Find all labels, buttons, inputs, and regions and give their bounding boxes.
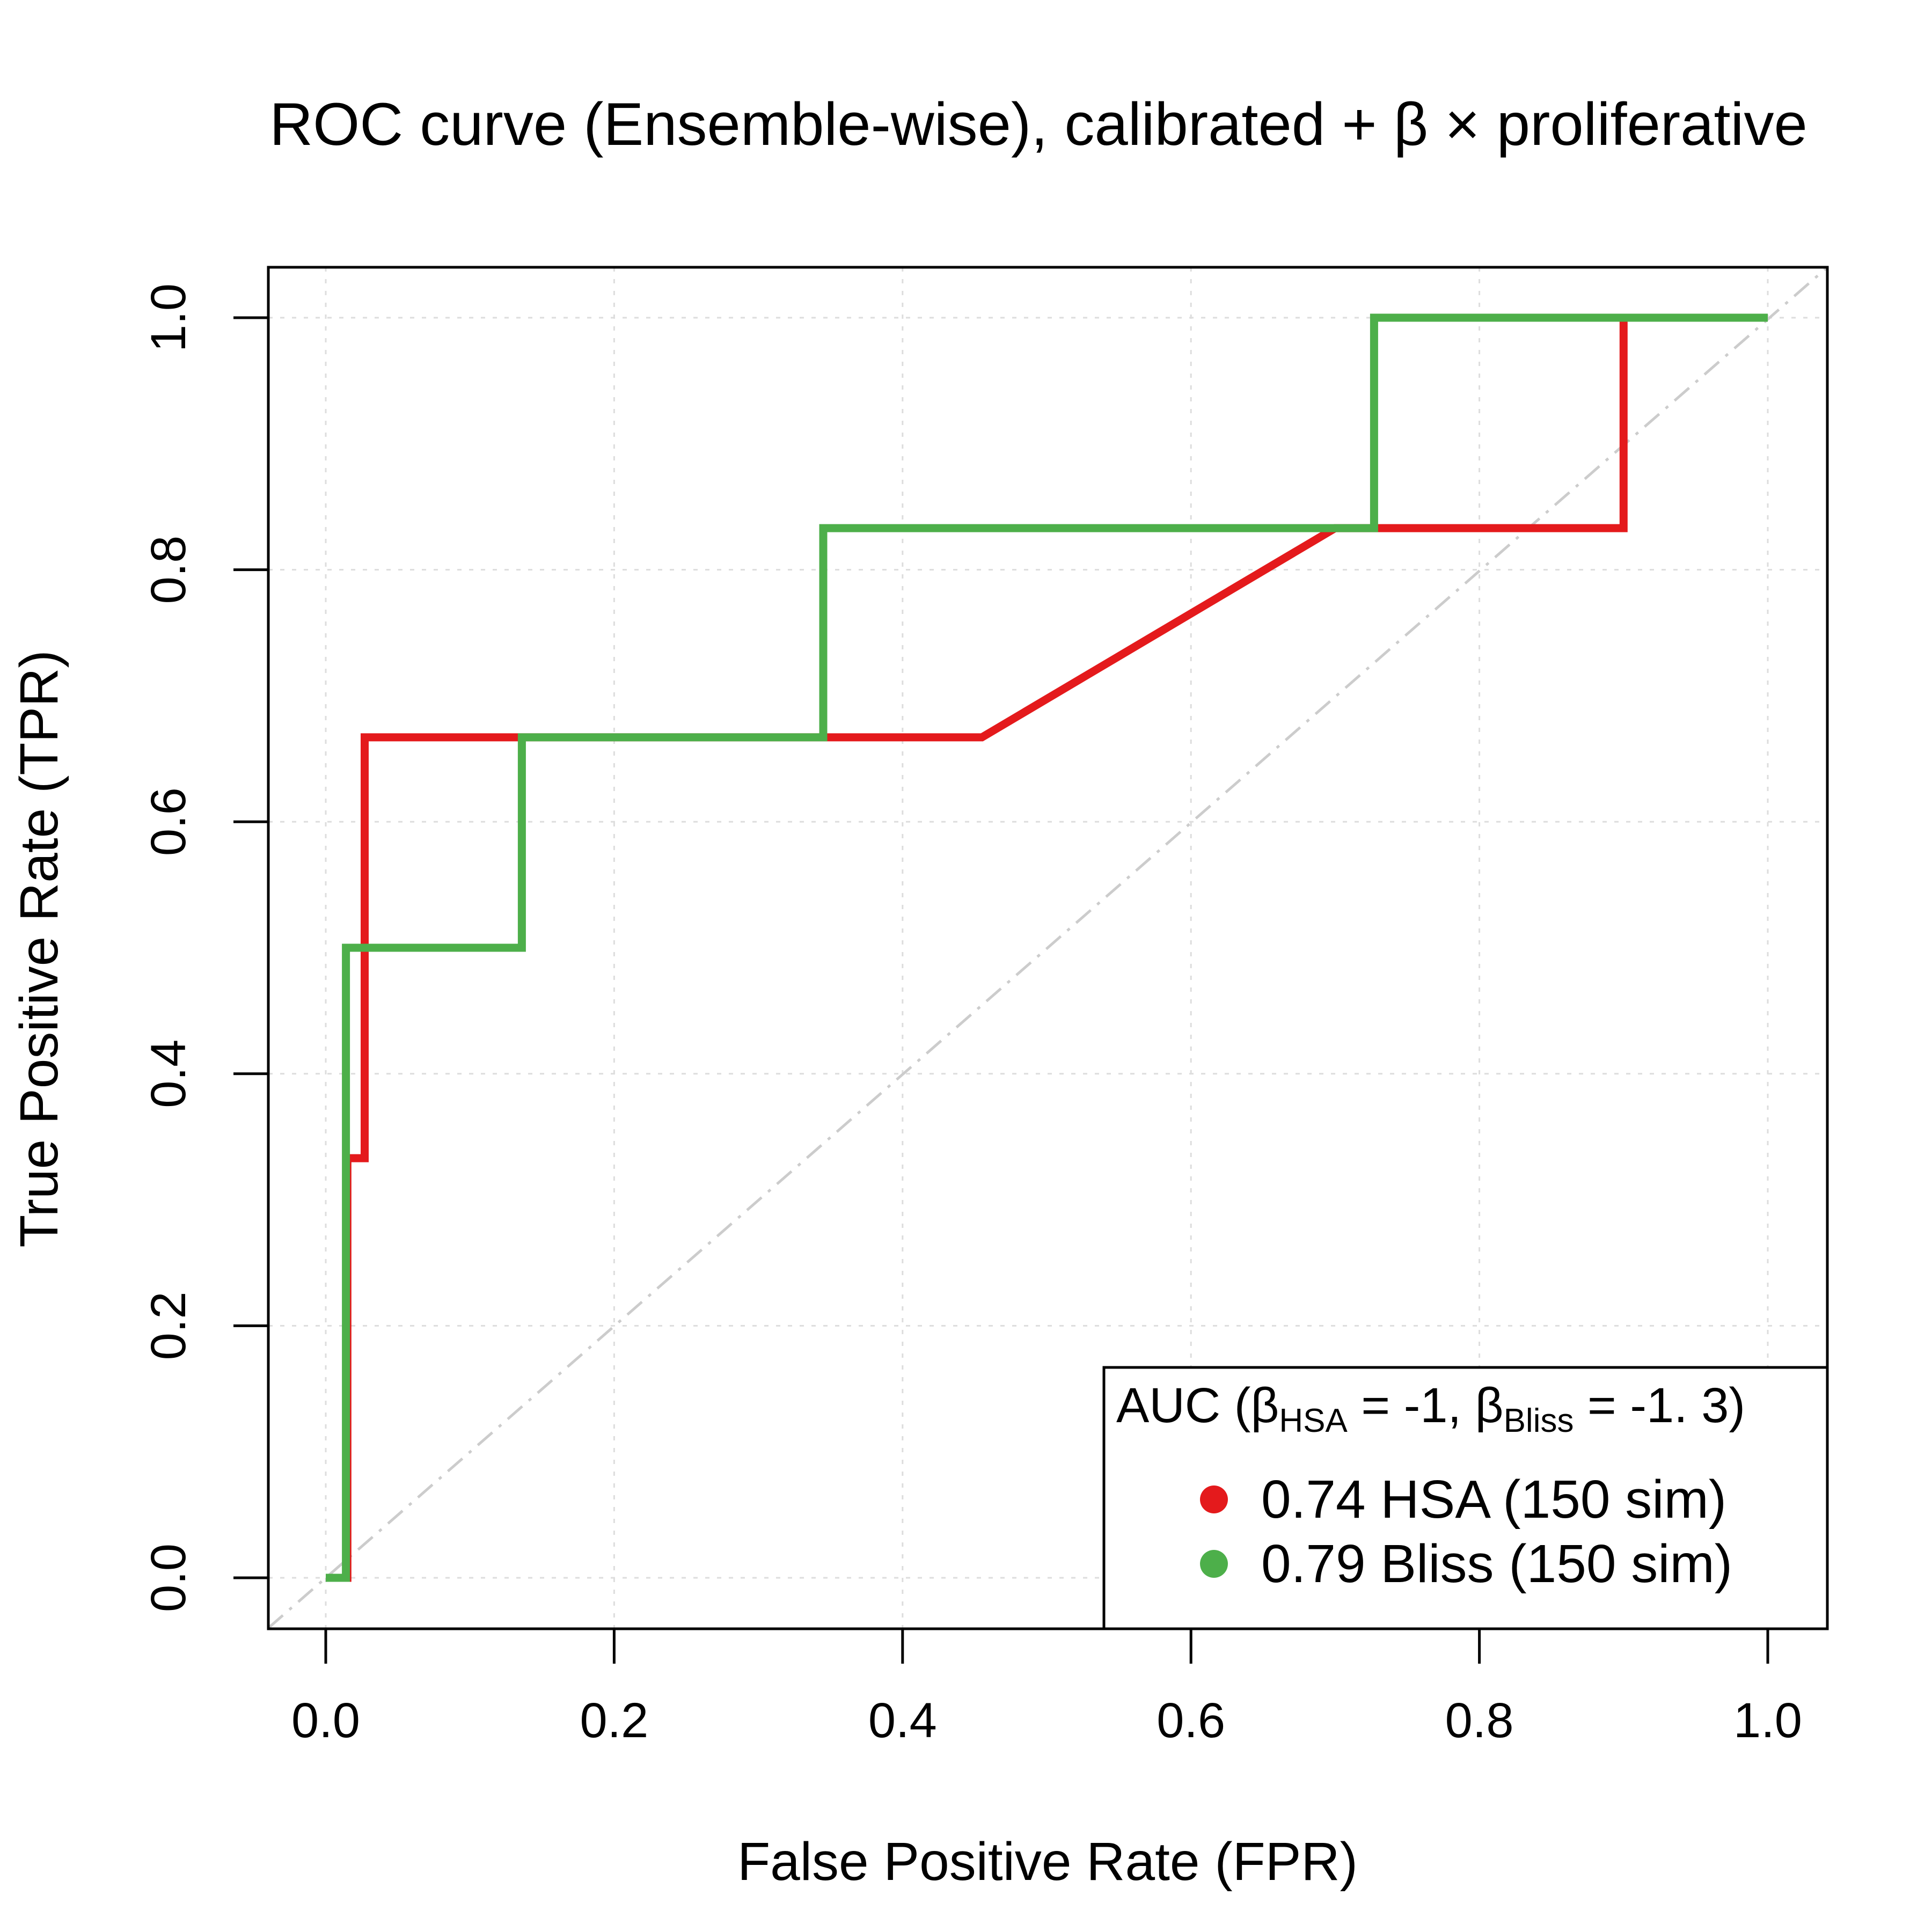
x-axis-label: False Positive Rate (FPR)	[737, 1832, 1358, 1892]
x-tick-label: 1.0	[1733, 1693, 1802, 1748]
y-tick-label: 0.2	[141, 1291, 196, 1360]
series-line-bliss	[326, 313, 1768, 1582]
y-tick-label: 0.0	[141, 1543, 196, 1612]
legend: AUC (βHSA = -1, βBliss = -1. 3) 0.74 HSA…	[1102, 1366, 1829, 1630]
y-tick-label: 1.0	[141, 283, 196, 352]
y-axis-ticks: 0.0 0.2 0.4 0.6 0.8 1.0	[141, 283, 268, 1612]
y-axis-label: True Positive Rate (TPR)	[9, 650, 69, 1247]
y-tick-label: 0.8	[141, 536, 196, 604]
legend-item-hsa: 0.74 HSA (150 sim)	[1200, 1469, 1726, 1529]
y-tick-label: 0.4	[141, 1040, 196, 1108]
y-tick-label: 0.6	[141, 787, 196, 856]
x-tick-label: 0.8	[1445, 1693, 1514, 1748]
legend-item-bliss: 0.79 Bliss (150 sim)	[1200, 1534, 1732, 1594]
x-tick-label: 0.4	[868, 1693, 937, 1748]
reference-diagonal	[267, 266, 1828, 1629]
series-lines	[326, 313, 1768, 1582]
legend-marker-hsa	[1200, 1485, 1228, 1513]
x-tick-label: 0.0	[291, 1693, 360, 1748]
x-tick-label: 0.2	[580, 1693, 648, 1748]
chart-title: ROC curve (Ensemble-wise), calibrated + …	[269, 91, 1807, 158]
plot-frame	[267, 266, 1829, 1630]
x-tick-label: 0.6	[1157, 1693, 1225, 1748]
legend-marker-bliss	[1200, 1550, 1228, 1578]
legend-label-hsa: 0.74 HSA (150 sim)	[1261, 1469, 1726, 1529]
legend-title: AUC (βHSA = -1, βBliss = -1. 3)	[1116, 1378, 1745, 1439]
x-axis-ticks: 0.0 0.2 0.4 0.6 0.8 1.0	[291, 1629, 1802, 1748]
legend-label-bliss: 0.79 Bliss (150 sim)	[1261, 1534, 1732, 1594]
